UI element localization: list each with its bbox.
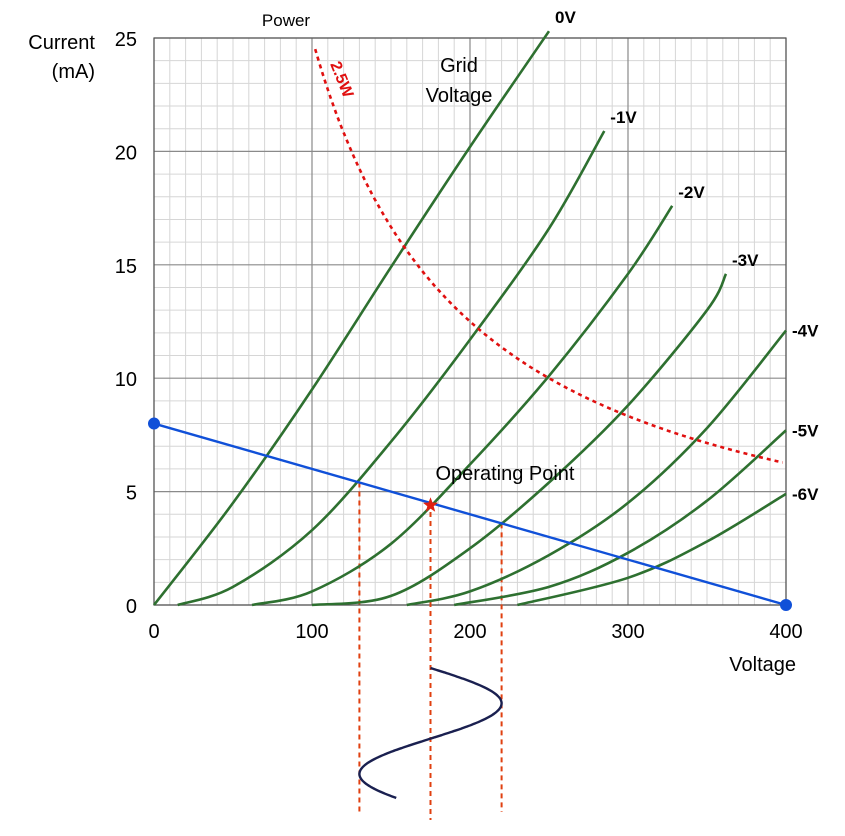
- operating-point-label: Operating Point: [436, 463, 575, 485]
- grid-curve--1V: [177, 130, 606, 607]
- curve-label--6V: -6V: [792, 485, 819, 504]
- grid-voltage-title-line-1: Grid: [440, 55, 478, 77]
- load-line-start-point: [148, 417, 160, 430]
- x-axis-ticks: 0 100 200 300 400: [148, 621, 802, 643]
- y-axis-title-line-2: (mA): [52, 61, 95, 83]
- operating-point-marker: [422, 497, 439, 512]
- grid-curve--2V: [251, 205, 674, 607]
- curve-label--1V: -1V: [610, 108, 637, 127]
- y-tick-label: 10: [115, 369, 137, 391]
- power-title: Power: [262, 11, 311, 30]
- curve-label--5V: -5V: [792, 421, 819, 440]
- swing-guides: [358, 482, 503, 820]
- power-curve: [313, 48, 784, 464]
- x-axis-title: Voltage: [729, 654, 796, 676]
- y-tick-label: 25: [115, 29, 137, 51]
- y-tick-label: 0: [126, 596, 137, 618]
- plot-border: [153, 37, 787, 606]
- curve-label--2V: -2V: [678, 183, 705, 202]
- y-tick-label: 15: [115, 256, 137, 278]
- x-tick-label: 0: [148, 621, 159, 643]
- curve-label--3V: -3V: [732, 251, 759, 270]
- grid-curve--5V: [453, 429, 787, 607]
- grid-curve-0V: [152, 30, 551, 606]
- y-tick-label: 20: [115, 142, 137, 164]
- curve-label--4V: -4V: [792, 322, 819, 341]
- grid-curve--3V: [311, 273, 728, 607]
- curve-labels: 0V -1V -2V -3V -4V -5V -6V: [555, 8, 819, 504]
- minor-grid: [154, 38, 786, 605]
- y-axis-title-line-1: Current: [28, 32, 95, 54]
- load-line-end-point: [780, 599, 792, 611]
- load-line: [153, 422, 787, 607]
- x-tick-label: 100: [295, 621, 328, 643]
- y-axis-ticks: 0 5 10 15 20 25: [115, 29, 137, 618]
- grid-curve--6V: [517, 492, 787, 607]
- x-tick-label: 400: [769, 621, 802, 643]
- grid-curve--4V: [406, 329, 788, 607]
- x-tick-label: 300: [611, 621, 644, 643]
- curve-label-0V: 0V: [555, 8, 576, 27]
- input-signal-wave: [358, 666, 503, 800]
- grid-voltage-title-line-2: Voltage: [426, 85, 493, 107]
- x-tick-label: 200: [453, 621, 486, 643]
- y-tick-label: 5: [126, 483, 137, 505]
- grid-voltage-curves: [152, 30, 788, 607]
